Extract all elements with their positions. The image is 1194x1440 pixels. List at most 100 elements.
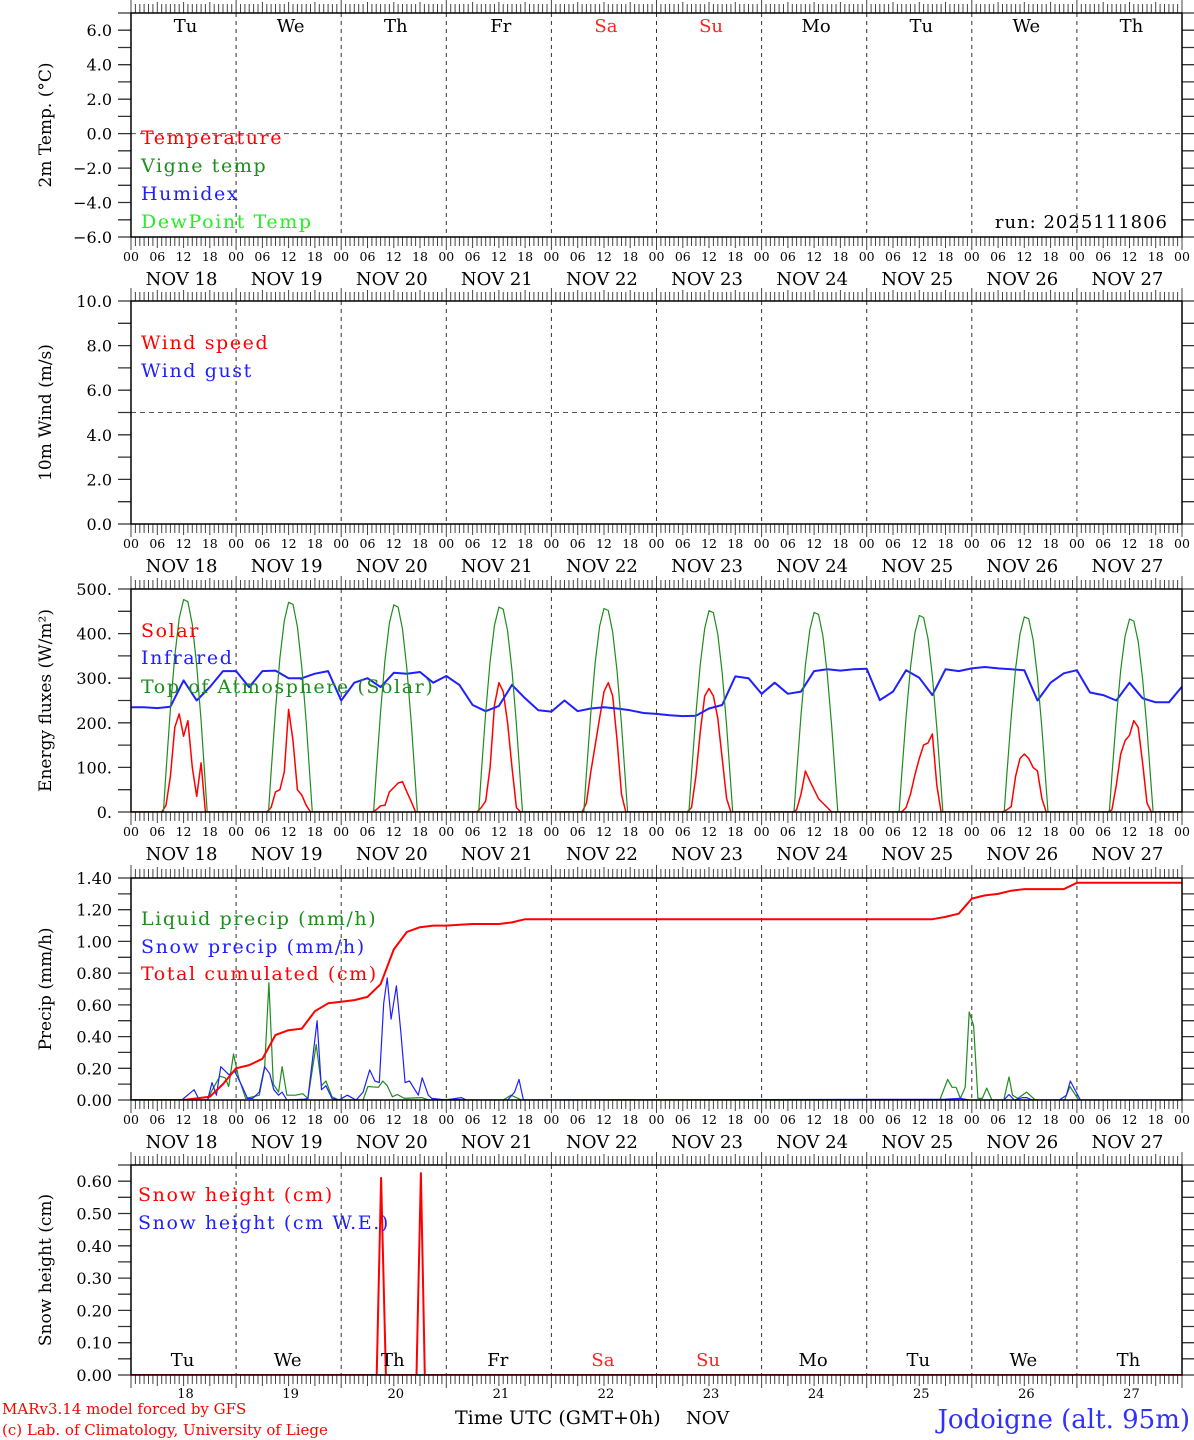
x-hour-label: 18 bbox=[202, 536, 218, 551]
x-hour-label: 00 bbox=[649, 249, 665, 264]
x-hour-label: 00 bbox=[754, 536, 770, 551]
x-hour-label: 00 bbox=[543, 824, 559, 839]
x-hour-label: 00 bbox=[1174, 536, 1190, 551]
panel-5: 0.00 0.10 0.20 0.30 0.40 0.50 0.60 Snow height … bbox=[36, 1152, 1194, 1388]
x-date-label: NOV 26 bbox=[986, 556, 1058, 577]
x-date-label: NOV 25 bbox=[881, 1132, 953, 1153]
x-hour-label: 18 bbox=[727, 1112, 743, 1127]
x-hour-label: 06 bbox=[885, 536, 901, 551]
x-hour-label: 06 bbox=[254, 824, 270, 839]
x-hour-label: 00 bbox=[228, 249, 244, 264]
x-hour-label: 18 bbox=[202, 824, 218, 839]
x-date-label: NOV 21 bbox=[461, 1132, 533, 1153]
x-hour-label: 06 bbox=[149, 249, 165, 264]
series-line-solar bbox=[131, 681, 1182, 812]
x-hour-label: 00 bbox=[333, 824, 349, 839]
legend-entry: Total cumulated (cm) bbox=[141, 963, 378, 985]
x-hour-label: 12 bbox=[386, 536, 402, 551]
x-date-label: NOV 26 bbox=[986, 269, 1058, 290]
x-date-label: NOV 25 bbox=[881, 269, 953, 290]
x-date-label: NOV 23 bbox=[671, 1132, 743, 1153]
footer-copyright: (c) Lab. of Climatology, University of L… bbox=[2, 1421, 328, 1439]
x-date-label: NOV 19 bbox=[251, 1132, 323, 1153]
series-line-total-cumulated-cm bbox=[131, 881, 1182, 1100]
x-hour-label: 18 bbox=[517, 824, 533, 839]
x-hour-label: 00 bbox=[964, 536, 980, 551]
day-abbr-bottom: We bbox=[1010, 1350, 1038, 1371]
legend-entry: DewPoint Temp bbox=[141, 211, 313, 233]
location-title: Jodoigne (alt. 95m) bbox=[934, 1405, 1190, 1435]
x-hour-label: 12 bbox=[176, 536, 192, 551]
x-hour-label: 06 bbox=[1095, 1112, 1111, 1127]
day-abbr-bottom: Su bbox=[696, 1350, 720, 1371]
y-tick-label: 0.20 bbox=[76, 1059, 112, 1078]
x-hour-label: 12 bbox=[806, 824, 822, 839]
legend-entry: Infrared bbox=[141, 647, 233, 669]
y-ticks bbox=[118, 1164, 1194, 1376]
x-date-label: NOV 26 bbox=[986, 1132, 1058, 1153]
x-date-label: NOV 27 bbox=[1092, 1132, 1164, 1153]
x-date-label: NOV 19 bbox=[251, 844, 323, 865]
y-tick-label: 2.0 bbox=[87, 470, 112, 489]
x-date-label: NOV 24 bbox=[776, 1132, 848, 1153]
y-tick-label: −6.0 bbox=[73, 228, 112, 247]
x-hour-label: 06 bbox=[465, 824, 481, 839]
series-line-snow-precip-mm-h bbox=[131, 977, 1182, 1100]
y-ticks bbox=[118, 877, 1194, 1101]
x-axis-title: Time UTC (GMT+0h) bbox=[455, 1407, 661, 1429]
plot-frame bbox=[130, 300, 1183, 525]
x-hour-label: 12 bbox=[1121, 1112, 1137, 1127]
x-hour-label: 00 bbox=[859, 1112, 875, 1127]
y-tick-label: 0.30 bbox=[76, 1269, 112, 1288]
x-hour-label: 00 bbox=[438, 824, 454, 839]
x-hour-label: 12 bbox=[806, 249, 822, 264]
series-line-infrared bbox=[131, 666, 1182, 718]
x-hour-label: 06 bbox=[465, 249, 481, 264]
x-hour-label: 00 bbox=[438, 536, 454, 551]
x-hour-label: 12 bbox=[1121, 824, 1137, 839]
panel-1: −6.0 −4.0 −2.0 0.0 2.0 4.0 6.0 2m Temp. (°C) Tem… bbox=[36, 0, 1194, 290]
x-hour-label: 00 bbox=[228, 536, 244, 551]
x-hour-label: 12 bbox=[491, 1112, 507, 1127]
x-hour-label: 18 bbox=[412, 536, 428, 551]
x-date-label: NOV 23 bbox=[671, 269, 743, 290]
y-axis-label: Energy fluxes (W/m²) bbox=[36, 609, 56, 792]
x-date-label: NOV 22 bbox=[566, 556, 638, 577]
y-tick-label: 0.80 bbox=[76, 964, 112, 983]
x-hour-label: 18 bbox=[517, 536, 533, 551]
day-number: 21 bbox=[493, 1387, 510, 1402]
x-hour-label: 06 bbox=[1095, 536, 1111, 551]
x-hour-label: 12 bbox=[386, 1112, 402, 1127]
day-abbr-top: Sa bbox=[594, 16, 617, 37]
x-hour-label: 12 bbox=[491, 536, 507, 551]
x-date-label: NOV 20 bbox=[356, 269, 428, 290]
y-tick-label: 0.40 bbox=[76, 1237, 112, 1256]
x-hour-ticks-bottom bbox=[130, 1100, 1183, 1113]
x-hour-label: 00 bbox=[649, 824, 665, 839]
x-hour-label: 18 bbox=[1043, 1112, 1059, 1127]
x-hour-label: 06 bbox=[780, 1112, 796, 1127]
footer-model: MARv3.14 model forced by GFS bbox=[2, 1400, 246, 1418]
x-hour-label: 06 bbox=[780, 824, 796, 839]
x-hour-label: 18 bbox=[938, 824, 954, 839]
legend-entry: Temperature bbox=[141, 127, 283, 149]
day-abbr-top: Tu bbox=[909, 16, 933, 37]
y-tick-label: 1.00 bbox=[76, 932, 112, 951]
y-tick-label: 0.00 bbox=[76, 1366, 112, 1385]
x-hour-label: 18 bbox=[412, 249, 428, 264]
x-hour-label: 06 bbox=[570, 249, 586, 264]
x-hour-label: 00 bbox=[964, 1112, 980, 1127]
x-hour-label: 06 bbox=[254, 536, 270, 551]
plot-frame bbox=[130, 1164, 1183, 1376]
y-tick-label: 0.00 bbox=[76, 1091, 112, 1110]
x-hour-label: 06 bbox=[465, 1112, 481, 1127]
y-tick-label: 0.0 bbox=[87, 515, 112, 534]
x-hour-label: 18 bbox=[727, 249, 743, 264]
x-hour-ticks-top bbox=[130, 576, 1183, 589]
x-hour-label: 12 bbox=[806, 536, 822, 551]
x-hour-label: 06 bbox=[885, 824, 901, 839]
x-hour-label: 00 bbox=[333, 536, 349, 551]
y-tick-label: 6.0 bbox=[87, 21, 112, 40]
x-hour-label: 12 bbox=[596, 536, 612, 551]
